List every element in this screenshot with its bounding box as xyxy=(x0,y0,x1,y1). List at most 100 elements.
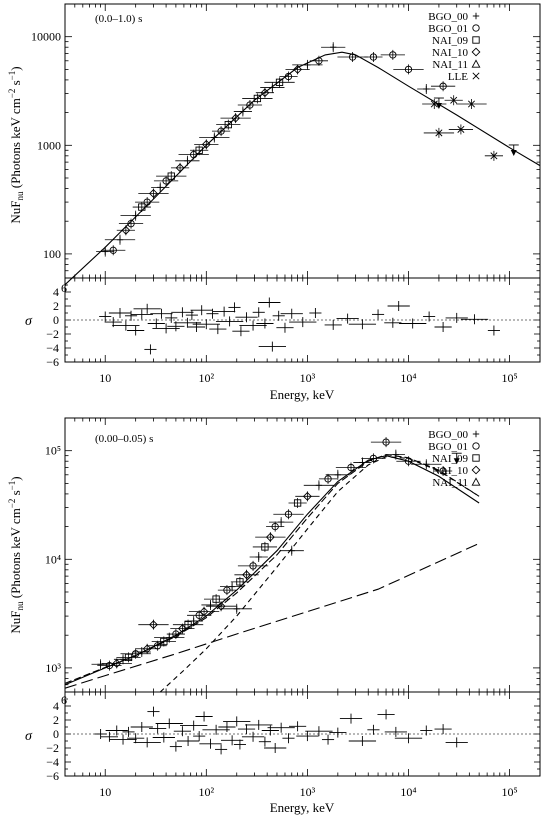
data-point-BGO_00 xyxy=(303,480,335,491)
data-point-BGO_00 xyxy=(292,59,323,70)
data-point-LLE xyxy=(448,124,474,135)
y-tick-label-top: 1000 xyxy=(37,138,61,152)
residual-point xyxy=(321,734,335,745)
residual-point xyxy=(235,312,258,323)
data-point-BGO_01 xyxy=(430,81,456,92)
residual-point xyxy=(147,318,165,329)
legend-entry: NAI_09 xyxy=(432,453,480,465)
res-y-tick-label-top: 0 xyxy=(53,313,59,327)
res-y-tick-label-top: 4 xyxy=(53,285,59,299)
legend-marker-icon xyxy=(472,36,480,44)
x-tick-label-top: 10² xyxy=(199,371,215,385)
y-bottom-label-bottom: 6 xyxy=(61,693,67,707)
legend-entry: NAI_10 xyxy=(432,465,481,477)
legend-entry: NAI_10 xyxy=(432,47,481,59)
res-y-tick-label-bottom: −2 xyxy=(46,741,59,755)
residual-point xyxy=(261,725,279,736)
data-point-NAI_10 xyxy=(138,188,169,199)
y-tick-label-top: 100 xyxy=(43,247,61,261)
data-point-NAI_10 xyxy=(170,162,190,173)
y-tick-label-top: 10000 xyxy=(31,30,61,44)
residual-point xyxy=(280,308,303,319)
legend-entry: BGO_01 xyxy=(428,441,480,453)
residual-point xyxy=(195,711,213,722)
x-tick-label-bottom: 10² xyxy=(199,785,215,799)
residual-point xyxy=(460,314,489,325)
residual-point xyxy=(130,722,153,732)
data-point-BGO_00 xyxy=(249,551,268,562)
data-point-BGO_00 xyxy=(386,449,405,460)
data-point-NAI_10 xyxy=(255,532,286,543)
data-point-BGO_01 xyxy=(393,64,424,75)
data-point-NAI_09 xyxy=(190,145,209,156)
data-point-BGO_01 xyxy=(335,462,367,473)
y-tick-label-bottom: 10⁵ xyxy=(45,444,61,458)
residual-point xyxy=(169,741,182,752)
data-point-NAI_10 xyxy=(188,606,220,617)
y-tick-label-bottom: 10⁴ xyxy=(45,552,61,566)
data-point-BGO_01 xyxy=(135,197,160,208)
x-tick-label-bottom: 10⁵ xyxy=(501,785,517,799)
data-point-NAI_10 xyxy=(138,619,169,630)
residual-point xyxy=(228,302,241,313)
res-y-tick-label-bottom: −6 xyxy=(46,769,59,783)
residual-point xyxy=(445,312,468,323)
residual-point xyxy=(252,307,265,318)
data-point-BGO_01 xyxy=(118,218,144,229)
residual-point xyxy=(190,305,213,316)
residual-point xyxy=(176,736,200,746)
data-point-BGO_00 xyxy=(353,457,372,468)
data-point-NAI_09 xyxy=(132,202,151,213)
data-point-NAI_09 xyxy=(156,171,187,182)
legend-label: BGO_00 xyxy=(428,11,468,23)
data-point-NAI_09 xyxy=(203,594,229,605)
residual-point xyxy=(133,303,161,314)
data-point-BGO_01 xyxy=(178,149,209,160)
res-y-tick-label-bottom: 0 xyxy=(53,727,59,741)
data-point-BGO_01 xyxy=(211,126,231,137)
residual-point xyxy=(384,726,407,737)
residual-point xyxy=(272,310,285,321)
residual-point xyxy=(152,732,175,743)
data-point-LLE xyxy=(423,127,455,138)
residual-point xyxy=(289,721,307,732)
x-tick-label-bottom: 10³ xyxy=(300,785,316,799)
residual-plot-bottom: 420−2−4−6 10 10² 10³ 10⁴ 10⁵ σ xyxy=(25,691,541,799)
residual-point xyxy=(384,317,402,328)
data-point-NAI_10 xyxy=(255,87,275,98)
x-tick-label-top: 10⁴ xyxy=(400,371,416,385)
residual-point xyxy=(127,733,145,744)
data-point-LLE xyxy=(456,99,487,110)
residual-point xyxy=(133,737,161,748)
legend-label: NAI_11 xyxy=(432,477,468,489)
data-point-BGO_00 xyxy=(184,616,203,627)
legend-label: BGO_00 xyxy=(428,429,468,441)
data-point-NAI_10 xyxy=(116,225,135,236)
data-point-BGO_01 xyxy=(97,660,122,671)
x-axis-label-top: Energy, keV xyxy=(270,387,335,402)
residual-point xyxy=(108,308,132,318)
data-point-BGO_00 xyxy=(175,155,200,166)
residual-point xyxy=(206,308,219,319)
residual-point xyxy=(147,706,160,717)
residual-point xyxy=(367,724,380,735)
residual-point xyxy=(100,731,119,742)
data-point-LLE xyxy=(444,95,463,106)
legend-label: BGO_01 xyxy=(428,23,468,35)
residual-point xyxy=(94,729,107,739)
data-point-NAI_10 xyxy=(234,569,259,580)
residual-point xyxy=(256,318,274,329)
residual-point xyxy=(218,722,236,732)
residual-point xyxy=(296,731,319,742)
residual-point xyxy=(232,326,250,337)
data-point-BGO_01 xyxy=(237,99,263,110)
residual-point xyxy=(173,726,191,737)
legend-marker-icon xyxy=(471,465,481,475)
data-point-BGO_00 xyxy=(233,106,252,117)
residual-point xyxy=(124,310,138,321)
model-curve-dashed-bottom xyxy=(64,454,480,684)
data-point-NAI_10 xyxy=(220,113,251,124)
data-point-NAI_09 xyxy=(288,497,307,508)
